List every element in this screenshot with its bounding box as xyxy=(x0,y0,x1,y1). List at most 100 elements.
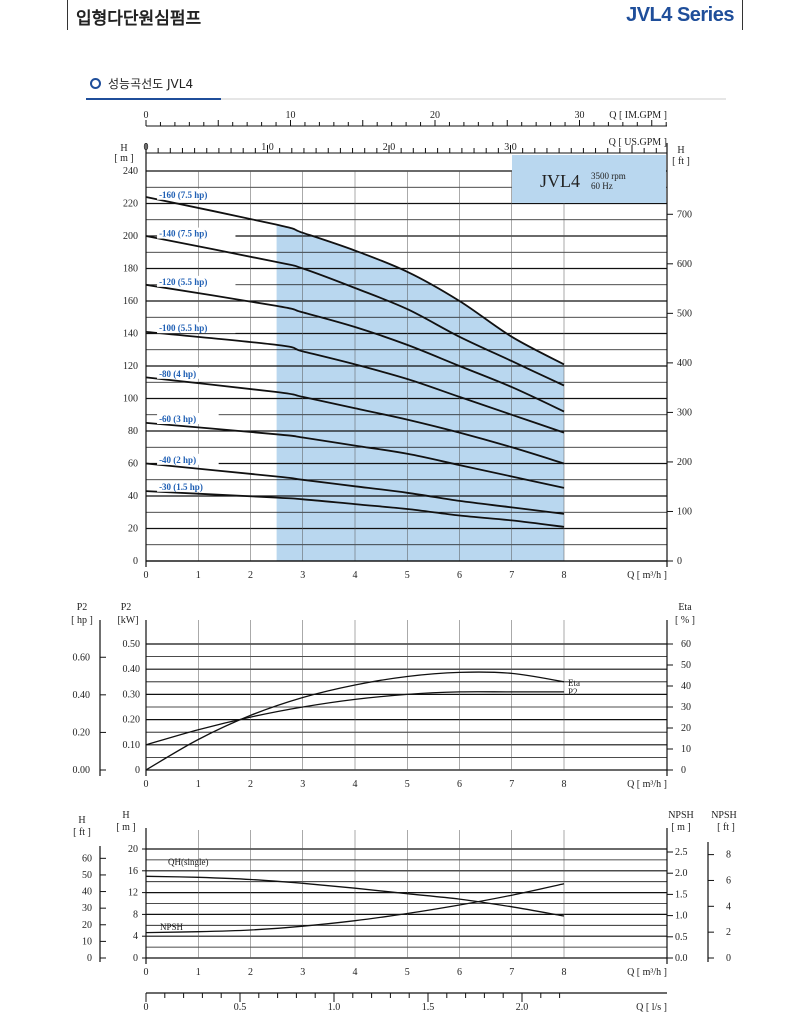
qh-curve xyxy=(145,490,565,528)
q-tick-label: 6 xyxy=(457,570,462,581)
imgpm-tick-label: 0 xyxy=(144,110,149,121)
hft-axis-label-letter: H xyxy=(677,145,684,156)
eta-tick-label: 30 xyxy=(681,702,691,713)
h-tick-label: 100 xyxy=(123,394,138,405)
q-tick-label: 1 xyxy=(196,967,201,978)
p2-curve xyxy=(145,691,564,746)
q-tick-label: 2 xyxy=(248,967,253,978)
p2-axis-label-unit: [kW] xyxy=(117,615,138,626)
curve-label-bg xyxy=(157,413,219,425)
h-tick-label: 20 xyxy=(128,844,138,855)
curve-label: -100 (5.5 hp) xyxy=(159,323,207,333)
p2-tick-label: 0.20 xyxy=(123,715,141,726)
curve-label-bg xyxy=(157,188,236,200)
hft-tick-label: 50 xyxy=(82,870,92,881)
h-tick-label: 120 xyxy=(123,361,138,372)
eta-tick-label: 10 xyxy=(681,744,691,755)
q-tick-label: 5 xyxy=(405,967,410,978)
page-header: 입형다단원심펌프 JVL4 Series xyxy=(0,0,800,40)
hft-tick-label: 200 xyxy=(677,457,692,468)
q-tick-label: 7 xyxy=(509,570,514,581)
hft-tick-label: 20 xyxy=(82,920,92,931)
ls-tick-label: 1.5 xyxy=(422,1002,435,1013)
ls-tick-label: 2.0 xyxy=(516,1002,529,1013)
p2-tick-label: 0.50 xyxy=(123,639,141,650)
qh-curve xyxy=(145,462,565,515)
p2hp-tick-label: 0.60 xyxy=(73,652,91,663)
imgpm-tick-label: 20 xyxy=(430,110,440,121)
q-tick-label: 8 xyxy=(562,779,567,790)
h-tick-label: 160 xyxy=(123,296,138,307)
h-tick-label: 60 xyxy=(128,459,138,470)
q-tick-label: 4 xyxy=(353,967,358,978)
hft-axis-label-unit: [ ft ] xyxy=(672,156,690,167)
curve-label: -30 (1.5 hp) xyxy=(159,482,203,492)
p2hp-tick-label: 0.20 xyxy=(73,727,91,738)
product-title: 입형다단원심펌프 xyxy=(76,9,202,29)
h-tick-label: 16 xyxy=(128,866,138,877)
h-tick-label: 180 xyxy=(123,264,138,275)
q-tick-label: 5 xyxy=(405,779,410,790)
npsh-tick-label: 2.0 xyxy=(675,868,688,879)
curve-label-bg xyxy=(157,227,236,239)
hft-axis-label-letter: H xyxy=(78,815,85,826)
p2hp-axis-label-unit: [ hp ] xyxy=(71,615,93,626)
npsh-tick-label: 0.5 xyxy=(675,932,688,943)
q-axis-label: Q [ m³/h ] xyxy=(627,967,667,978)
curve-label-bg xyxy=(157,367,219,379)
h-tick-label: 200 xyxy=(123,231,138,242)
curve-label-bg xyxy=(157,480,230,492)
qh-curve xyxy=(145,196,565,366)
hft-tick-label: 0 xyxy=(677,556,682,567)
q-tick-label: 4 xyxy=(353,570,358,581)
p2hp-tick-label: 0.40 xyxy=(73,690,91,701)
hft-tick-label: 100 xyxy=(677,506,692,517)
q-tick-label: 1 xyxy=(196,570,201,581)
p2-tick-label: 0.30 xyxy=(123,689,141,700)
h-tick-label: 4 xyxy=(133,931,138,942)
h-tick-label: 240 xyxy=(123,166,138,177)
q-axis-label: Q [ m³/h ] xyxy=(627,779,667,790)
p2-tick-label: 0.40 xyxy=(123,664,141,675)
usgpm-tick-label: 2.0 xyxy=(383,142,396,153)
bullet-ring-icon xyxy=(90,78,101,89)
series-title: JVL4 Series xyxy=(626,4,734,26)
curve-label: -40 (2 hp) xyxy=(159,455,196,465)
hft-tick-label: 0 xyxy=(87,953,92,964)
curve-label: -60 (3 hp) xyxy=(159,414,196,424)
eta-tick-label: 60 xyxy=(681,639,691,650)
h-axis-label-letter: H xyxy=(122,810,129,821)
npshft-tick-label: 6 xyxy=(726,875,731,886)
q-tick-label: 0 xyxy=(144,779,149,790)
section-divider xyxy=(86,98,726,100)
npshft-axis-label-unit: [ ft ] xyxy=(717,822,735,833)
npsh-curve xyxy=(145,883,565,934)
eta-axis-label-unit: [ % ] xyxy=(675,615,695,626)
q-tick-label: 3 xyxy=(300,570,305,581)
eta-tick-label: 0 xyxy=(681,765,686,776)
curve-label: -120 (5.5 hp) xyxy=(159,277,207,287)
curve-label: -140 (7.5 hp) xyxy=(159,229,207,239)
hft-tick-label: 500 xyxy=(677,308,692,319)
section-title: 성능곡선도 JVL4 xyxy=(108,77,194,91)
h-tick-label: 8 xyxy=(133,909,138,920)
npsh-axis-label-letter: NPSH xyxy=(668,810,694,821)
q-tick-label: 7 xyxy=(509,967,514,978)
p2-axis-label-letter: P2 xyxy=(121,602,132,613)
hft-tick-label: 40 xyxy=(82,887,92,898)
npshft-tick-label: 4 xyxy=(726,901,731,912)
npshft-axis-label-letter: NPSH xyxy=(711,810,737,821)
q-tick-label: 8 xyxy=(562,570,567,581)
qh-curve xyxy=(145,235,565,387)
model-badge-freq: 60 Hz xyxy=(591,181,613,191)
usgpm-tick-label: 3.0 xyxy=(504,142,517,153)
eta-tick-label: 20 xyxy=(681,723,691,734)
p2-tick-label: 0.10 xyxy=(123,740,141,751)
imgpm-axis-label: Q [ IM.GPM ] xyxy=(609,110,667,121)
qh-curve xyxy=(145,376,565,465)
hft-tick-label: 60 xyxy=(82,853,92,864)
h-tick-label: 0 xyxy=(133,556,138,567)
h-tick-label: 80 xyxy=(128,426,138,437)
qh-curve xyxy=(145,283,565,413)
